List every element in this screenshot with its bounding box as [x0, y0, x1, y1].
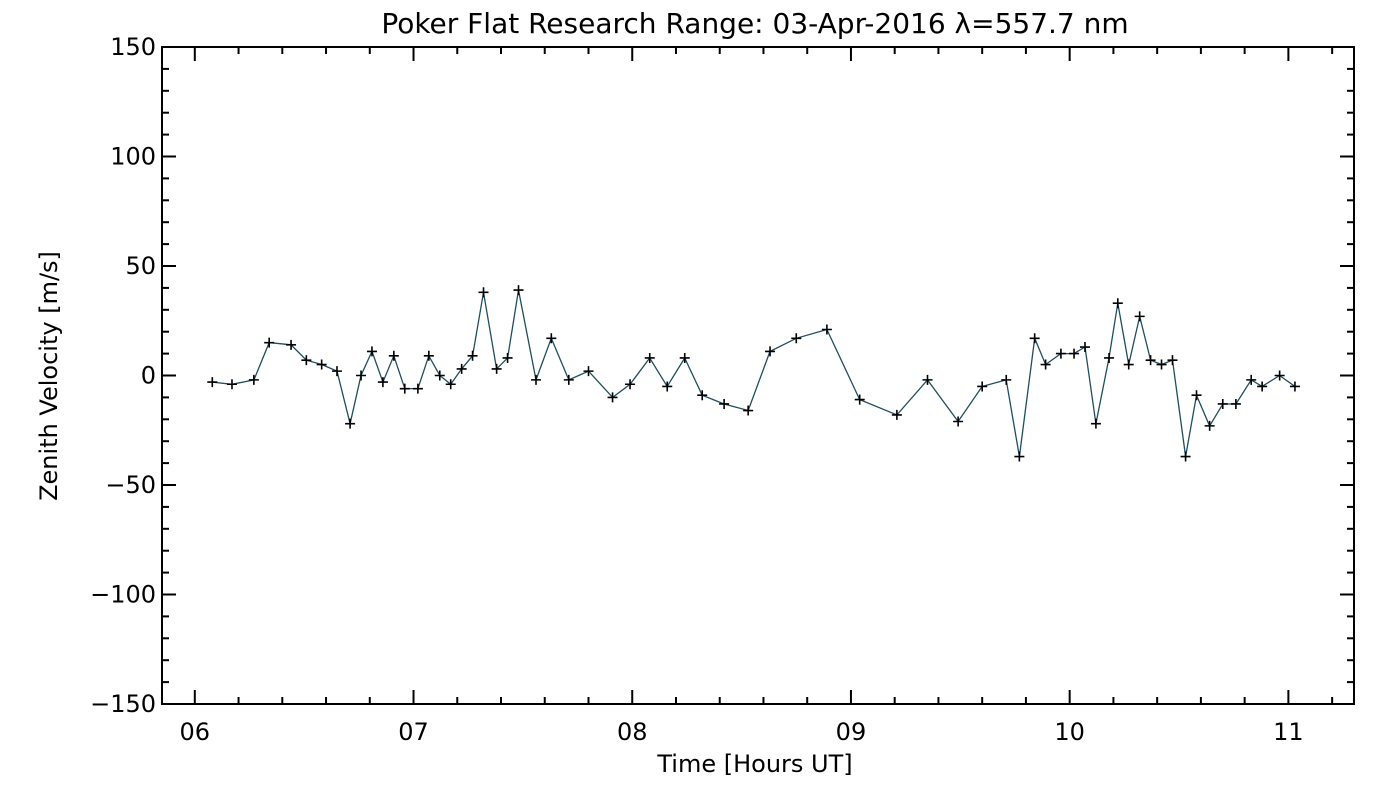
data-point [1134, 311, 1145, 322]
data-point [388, 350, 399, 361]
data-point [922, 374, 933, 385]
data-point [821, 324, 832, 335]
data-point [226, 379, 237, 390]
data-point [1001, 374, 1012, 385]
data-point [1289, 381, 1300, 392]
data-point [1180, 451, 1191, 462]
data-point [644, 352, 655, 363]
data-point [412, 383, 423, 394]
data-point [316, 359, 327, 370]
data-point [1191, 390, 1202, 401]
x-axis-label: Time [Hours UT] [656, 750, 852, 778]
data-point [377, 377, 388, 388]
data-point [513, 285, 524, 296]
data-point [662, 381, 673, 392]
data-point [1029, 333, 1040, 344]
data-point [467, 350, 478, 361]
data-point [625, 379, 636, 390]
data-point [697, 390, 708, 401]
x-tick-label: 07 [398, 718, 429, 746]
y-tick-label: −100 [90, 581, 156, 609]
data-point [1156, 359, 1167, 370]
data-point [207, 377, 218, 388]
data-point [765, 346, 776, 357]
y-axis: −150 −100 −50 0 50 100 150 [90, 33, 1354, 718]
x-tick-label: 06 [180, 718, 211, 746]
data-markers [207, 285, 1300, 462]
data-point [1014, 451, 1025, 462]
data-point [301, 355, 312, 366]
data-point [445, 379, 456, 390]
y-tick-label: 150 [110, 33, 156, 61]
x-tick-label: 09 [836, 718, 867, 746]
data-point [1104, 352, 1115, 363]
x-tick-label: 10 [1054, 718, 1085, 746]
data-point [1040, 359, 1051, 370]
data-point [1123, 359, 1134, 370]
data-point [1246, 374, 1257, 385]
data-point [502, 352, 513, 363]
data-point [546, 333, 557, 344]
data-point [286, 339, 297, 350]
data-point [248, 374, 259, 385]
data-point [1257, 381, 1268, 392]
data-point [854, 394, 865, 405]
data-point [366, 346, 377, 357]
data-point [531, 374, 542, 385]
data-point [434, 370, 445, 381]
x-tick-label: 08 [617, 718, 648, 746]
data-point [456, 363, 467, 374]
data-point [791, 333, 802, 344]
data-point [743, 405, 754, 416]
data-point [1167, 355, 1178, 366]
data-point [891, 409, 902, 420]
x-axis: 06 07 08 09 10 11 [180, 47, 1334, 746]
data-point [1069, 348, 1080, 359]
data-point [423, 350, 434, 361]
data-point [1112, 298, 1123, 309]
data-point [1274, 370, 1285, 381]
data-point [399, 383, 410, 394]
data-point [1217, 398, 1228, 409]
y-tick-label: 50 [125, 252, 156, 280]
y-tick-label: 100 [110, 143, 156, 171]
data-point [491, 363, 502, 374]
data-point [478, 287, 489, 298]
data-point [607, 392, 618, 403]
data-point [356, 370, 367, 381]
data-point [1090, 418, 1101, 429]
y-tick-label: 0 [141, 362, 156, 390]
data-point [331, 366, 342, 377]
y-axis-label: Zenith Velocity [m/s] [35, 251, 63, 501]
series-line [212, 289, 1296, 457]
data-point [583, 366, 594, 377]
data-point [719, 398, 730, 409]
data-point [264, 337, 275, 348]
data-point [953, 416, 964, 427]
x-tick-label: 11 [1273, 718, 1304, 746]
data-point [563, 374, 574, 385]
data-point [345, 418, 356, 429]
data-point [977, 381, 988, 392]
y-tick-label: −150 [90, 690, 156, 718]
data-point [1204, 420, 1215, 431]
data-point [1055, 348, 1066, 359]
data-point [679, 352, 690, 363]
chart-title: Poker Flat Research Range: 03-Apr-2016 λ… [381, 7, 1128, 40]
data-point [1145, 355, 1156, 366]
data-point [1079, 342, 1090, 353]
y-tick-label: −50 [105, 471, 156, 499]
data-point [1230, 398, 1241, 409]
